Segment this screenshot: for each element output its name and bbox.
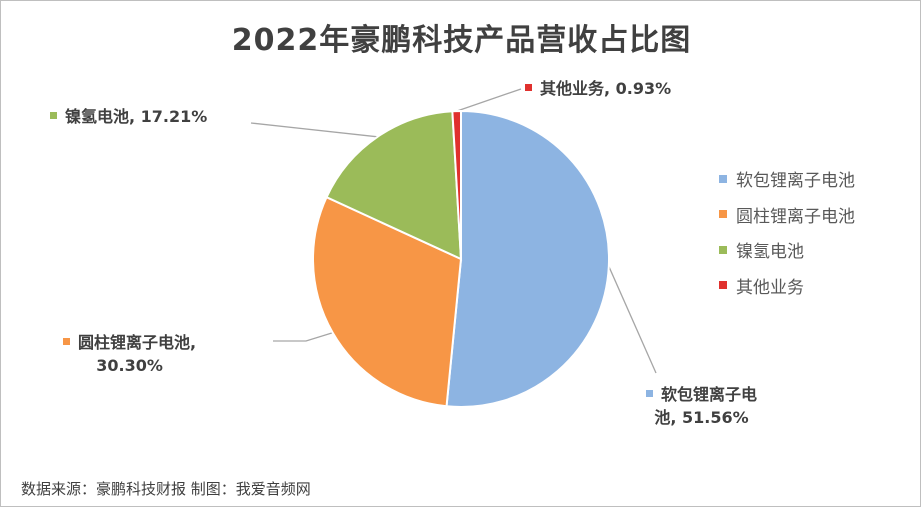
legend-swatch — [719, 245, 727, 254]
chart-title: 2022年豪鹏科技产品营收占比图 — [231, 23, 692, 58]
label-swatch — [646, 390, 653, 397]
legend-swatch — [719, 174, 727, 183]
slice-cylindrical — [312, 195, 463, 408]
leader-line-other — [456, 88, 522, 112]
label-swatch — [525, 84, 532, 91]
legend-swatch — [719, 281, 727, 290]
legend-item: 圆柱锂离子电池 — [719, 197, 855, 233]
legend-swatch — [719, 210, 727, 219]
legend-label: 镍氢电池 — [736, 242, 804, 263]
legend-label: 圆柱锂离子电池 — [736, 206, 855, 227]
data-label-other: 其他业务, 0.93% — [525, 77, 671, 100]
legend: 软包锂离子电池 圆柱锂离子电池 镍氢电池 其他业务 — [719, 161, 855, 303]
legend-item: 镍氢电池 — [719, 232, 855, 268]
legend-item: 其他业务 — [719, 268, 855, 304]
slice-nimh — [325, 110, 463, 261]
leader-line-cylindrical — [273, 332, 333, 342]
data-label-nimh: 镍氢电池, 17.21% — [50, 105, 207, 128]
legend-label: 软包锂离子电池 — [736, 171, 855, 192]
source-note: 数据来源：豪鹏科技财报 制图：我爱音频网 — [21, 480, 311, 498]
label-swatch — [63, 338, 70, 345]
leader-lines — [250, 88, 657, 374]
legend-label: 其他业务 — [736, 277, 804, 298]
slice-soft-pack — [445, 109, 610, 408]
label-swatch — [50, 112, 57, 119]
legend-item: 软包锂离子电池 — [719, 161, 855, 197]
leader-line-soft-pack — [608, 266, 657, 374]
leader-line-nimh — [250, 122, 378, 138]
pie-slices — [312, 109, 610, 408]
slice-other — [451, 109, 462, 260]
data-label-cylindrical: 圆柱锂离子电池, 30.30% — [63, 331, 196, 377]
data-label-soft-pack: 软包锂离子电 池, 51.56% — [646, 383, 757, 429]
